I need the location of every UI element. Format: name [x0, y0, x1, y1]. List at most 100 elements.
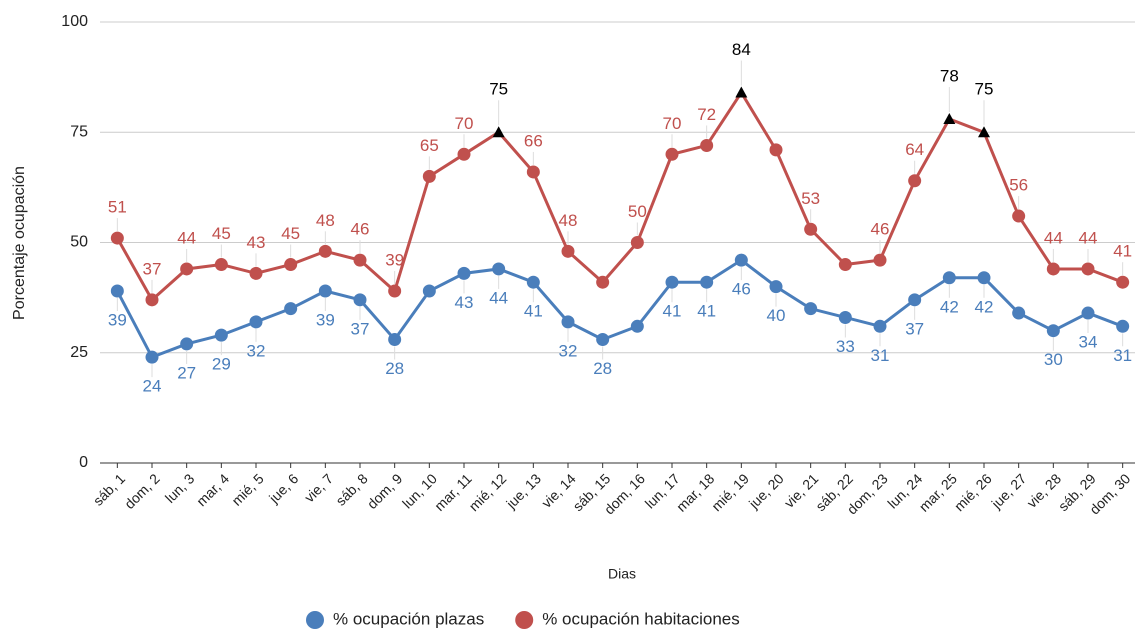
y-tick-label: 75 [70, 123, 88, 140]
data-label: 42 [975, 297, 994, 316]
x-tick-label: jue, 20 [745, 470, 787, 512]
point-marker [908, 174, 922, 188]
point-marker [734, 253, 748, 267]
point-marker [943, 113, 956, 125]
data-label: 28 [593, 359, 612, 378]
legend-label: % ocupación plazas [333, 609, 484, 628]
x-tick-label: mié, 26 [951, 470, 995, 514]
data-label: 37 [143, 259, 162, 278]
point-marker [249, 266, 263, 280]
data-label: 70 [455, 114, 474, 133]
legend-marker [306, 611, 324, 629]
point-marker [422, 284, 436, 298]
point-marker [908, 293, 922, 307]
data-label: 30 [1044, 350, 1063, 369]
data-label: 41 [524, 302, 543, 321]
point-marker [978, 126, 990, 138]
point-marker [457, 147, 471, 161]
y-tick-label: 100 [61, 13, 88, 30]
data-label: 44 [1044, 228, 1063, 247]
data-label: 75 [975, 80, 994, 99]
point-marker [1081, 306, 1095, 320]
point-marker [596, 275, 610, 289]
y-axis-title: Porcentaje ocupación [11, 166, 28, 320]
point-marker [526, 275, 540, 289]
data-label: 66 [524, 131, 543, 150]
data-label: 41 [663, 302, 682, 321]
point-marker [388, 333, 402, 347]
data-label: 64 [905, 140, 924, 159]
data-label: 34 [1079, 333, 1098, 352]
point-marker [665, 147, 679, 161]
y-tick-label: 50 [70, 234, 88, 251]
point-marker [630, 319, 644, 333]
series-line [116, 89, 1124, 303]
x-tick-label: lun, 3 [162, 470, 198, 506]
point-marker [838, 310, 852, 324]
point-marker [873, 253, 887, 267]
x-tick-label: mar, 11 [431, 470, 475, 514]
data-label: 28 [385, 359, 404, 378]
point-marker [110, 231, 124, 245]
x-tick-label: jue, 6 [265, 470, 301, 506]
point-marker [596, 333, 610, 347]
y-tick-label: 0 [79, 454, 88, 471]
legend-label: % ocupación habitaciones [542, 609, 740, 628]
point-marker [1116, 319, 1130, 333]
data-label: 31 [871, 346, 890, 365]
data-label: 27 [177, 363, 196, 382]
data-label: 39 [385, 250, 404, 269]
data-label: 51 [108, 198, 127, 217]
data-label: 29 [212, 355, 231, 374]
data-label: 78 [940, 67, 959, 86]
point-marker [145, 350, 159, 364]
point-marker [700, 138, 714, 152]
data-label: 37 [351, 319, 370, 338]
data-label: 33 [836, 337, 855, 356]
x-tick-label: mar, 18 [673, 470, 717, 514]
point-marker [214, 258, 228, 272]
data-label: 41 [1113, 242, 1132, 261]
point-marker [561, 315, 575, 329]
data-label: 39 [316, 310, 335, 329]
point-marker [561, 244, 575, 258]
point-marker [665, 275, 679, 289]
data-label: 70 [663, 114, 682, 133]
point-marker [180, 262, 194, 276]
point-marker [214, 328, 228, 342]
point-marker [526, 165, 540, 179]
data-label: 32 [559, 341, 578, 360]
point-marker [1012, 306, 1026, 320]
data-label: 48 [559, 211, 578, 230]
point-marker [769, 280, 783, 294]
x-tick-label: dom, 2 [121, 470, 163, 512]
data-label: 39 [108, 310, 127, 329]
point-marker [838, 258, 852, 272]
x-tick-label: dom, 9 [364, 470, 406, 512]
point-marker [700, 275, 714, 289]
data-label: 84 [732, 40, 751, 59]
data-label: 32 [247, 341, 266, 360]
data-label: 45 [281, 224, 300, 243]
data-label: 65 [420, 136, 439, 155]
legend-marker [515, 611, 534, 629]
point-marker [735, 86, 748, 98]
data-label: 42 [940, 297, 959, 316]
point-marker [422, 169, 436, 183]
point-marker [1046, 262, 1060, 276]
point-marker [630, 236, 644, 249]
point-marker [284, 258, 298, 272]
data-label: 40 [767, 306, 786, 325]
point-marker [1116, 275, 1130, 289]
point-marker [804, 302, 818, 316]
data-label: 50 [628, 202, 647, 221]
x-tick-label: mar, 25 [916, 470, 960, 514]
data-label: 43 [455, 293, 474, 312]
data-label: 72 [697, 105, 716, 124]
x-tick-label: mar, 4 [193, 470, 232, 509]
point-marker [492, 126, 505, 138]
point-marker [1046, 324, 1060, 338]
point-marker [1081, 262, 1095, 276]
point-marker [353, 253, 367, 267]
data-label: 46 [732, 280, 751, 299]
